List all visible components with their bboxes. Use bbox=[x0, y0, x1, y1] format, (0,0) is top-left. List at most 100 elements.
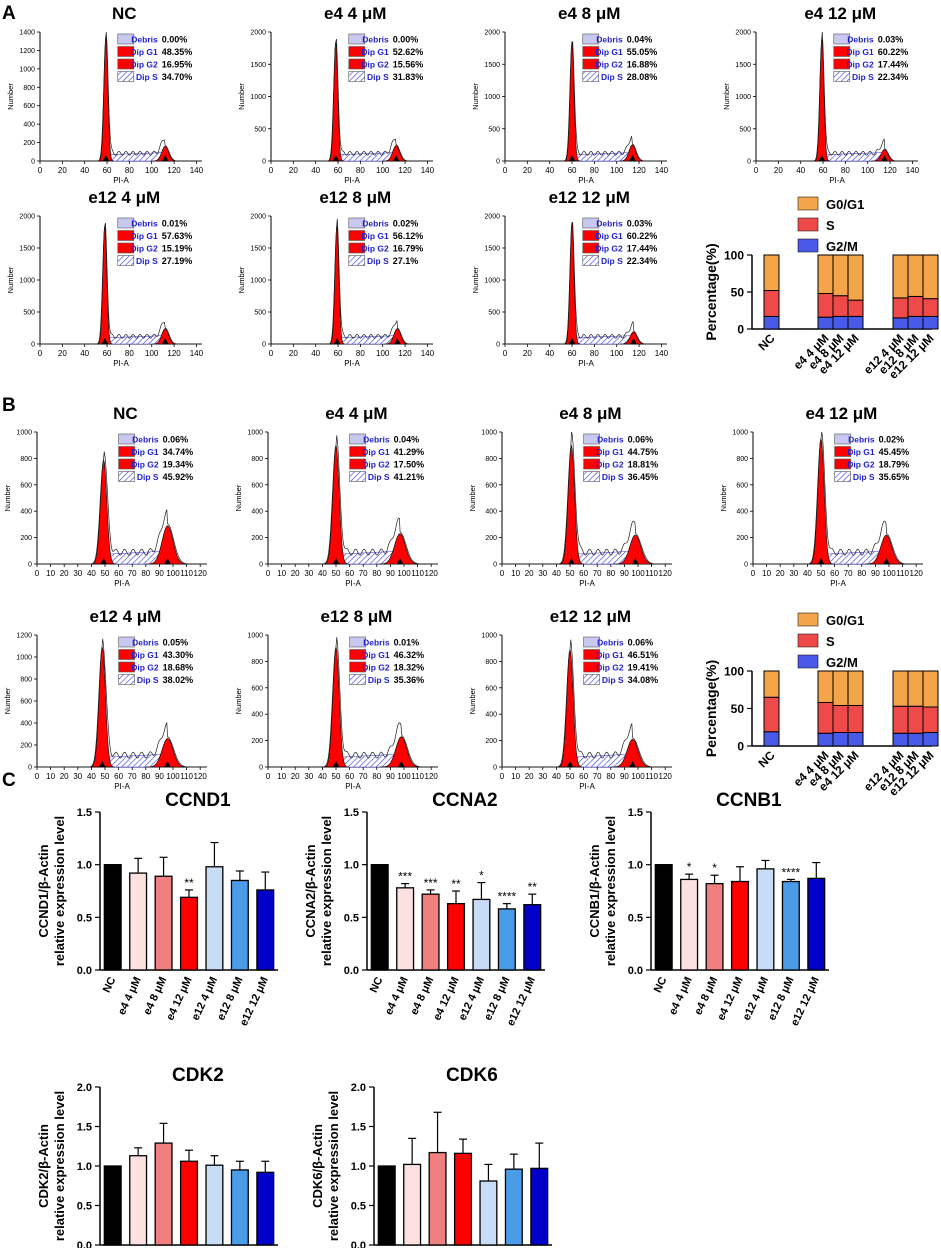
x-tick-label: 90 bbox=[871, 569, 880, 578]
legend-value: 35.36% bbox=[394, 675, 425, 685]
legend-label: Dip S bbox=[853, 472, 875, 482]
stacked-segment-s bbox=[763, 696, 780, 733]
bar bbox=[370, 864, 389, 971]
y-tick-label: 800 bbox=[20, 456, 32, 463]
x-tick-label: 80 bbox=[606, 569, 615, 578]
bar bbox=[730, 880, 750, 971]
x-tick-label: 40 bbox=[311, 349, 320, 358]
bar bbox=[428, 1151, 447, 1246]
legend-label: Dip G2 bbox=[362, 460, 390, 470]
x-tick-label: 100 bbox=[861, 166, 875, 175]
stacked-segment-g0g1 bbox=[832, 254, 849, 297]
legend-label: Dip G1 bbox=[362, 447, 390, 457]
x-tick-label: 30 bbox=[73, 772, 82, 781]
legend-value: 34.08% bbox=[628, 675, 659, 685]
legend-value: 35.65% bbox=[879, 472, 910, 482]
legend-swatch bbox=[583, 661, 600, 673]
histogram-a-0: NC 0 200 400 600 800 1000 1200 1400 0 20 40 60 80 100 1… bbox=[6, 4, 204, 185]
stacked-segment-s bbox=[817, 292, 834, 318]
legend-swatch bbox=[582, 255, 600, 266]
x-tick-label: 70 bbox=[844, 569, 853, 578]
peak-marker bbox=[568, 155, 576, 162]
legend-value: 31.83% bbox=[393, 72, 424, 82]
y-tick-label: 100 bbox=[724, 249, 744, 263]
legend-label: Dip G2 bbox=[131, 663, 159, 673]
x-tick-label: 70 bbox=[128, 569, 137, 578]
y-tick-label: 200 bbox=[251, 535, 263, 542]
x-tick-label: 10 bbox=[277, 772, 286, 781]
bar-chart-title: CCNA2 bbox=[432, 790, 497, 811]
x-tick-label: 100 bbox=[631, 772, 645, 781]
x-tick-label: 120 bbox=[167, 349, 181, 358]
y-tick-label: 800 bbox=[251, 659, 263, 666]
x-tick-label: 100 bbox=[166, 569, 180, 578]
y-tick-label: 0 bbox=[737, 323, 744, 337]
stacked-segment-g2m bbox=[922, 315, 939, 330]
raw-data-outline bbox=[271, 218, 433, 345]
x-axis-label: PI-A bbox=[829, 176, 845, 185]
x-tick-label: 100 bbox=[145, 166, 159, 175]
legend-value: 17.50% bbox=[394, 460, 425, 470]
x-tick-label: NC bbox=[368, 975, 386, 995]
x-tick-label: 40 bbox=[803, 569, 812, 578]
y-tick-label: 0 bbox=[31, 159, 35, 166]
raw-data-outline bbox=[753, 431, 923, 565]
peak-marker bbox=[393, 338, 401, 345]
legend-swatch bbox=[349, 661, 366, 673]
x-tick-label: 100 bbox=[376, 349, 390, 358]
y-axis-label-line2: relative expression level bbox=[319, 816, 334, 966]
x-tick-label: 80 bbox=[356, 349, 365, 358]
y-tick-label: 0.5 bbox=[628, 912, 643, 924]
legend-label: Dip S bbox=[367, 72, 389, 82]
bar bbox=[705, 882, 724, 971]
panel-label-c: C bbox=[2, 770, 16, 791]
y-tick-label: 1.5 bbox=[344, 807, 359, 819]
x-tick-label: 120 bbox=[167, 166, 181, 175]
x-axis-label: PI-A bbox=[114, 579, 130, 588]
bar bbox=[377, 1165, 396, 1246]
histogram-title: e12 12 μM bbox=[550, 607, 631, 626]
x-tick-label: 30 bbox=[304, 772, 313, 781]
x-tick-label: 20 bbox=[289, 166, 298, 175]
legend-swatch bbox=[583, 458, 600, 470]
legend-swatch bbox=[117, 255, 135, 266]
x-tick-label: 110 bbox=[180, 569, 193, 578]
legend-value: 0.00% bbox=[393, 35, 419, 45]
histogram-a-1: e4 4 μM 0 500 1000 1500 2000 0 20 40 60 80 100 120 14… bbox=[237, 4, 435, 185]
raw-data-outline bbox=[505, 221, 667, 345]
legend-value: 56.12% bbox=[393, 231, 424, 241]
x-tick-label: 80 bbox=[141, 772, 150, 781]
bar-chart-title: CCNB1 bbox=[716, 790, 782, 811]
legend-swatch bbox=[349, 458, 366, 470]
legend-value: 48.35% bbox=[162, 47, 193, 57]
x-tick-label: NC bbox=[755, 748, 777, 770]
y-tick-label: 500 bbox=[254, 126, 266, 133]
y-tick-label: 500 bbox=[488, 310, 500, 317]
x-tick-label: 110 bbox=[411, 772, 424, 781]
y-axis-label: Number bbox=[3, 484, 12, 511]
legend-label: Debris bbox=[597, 435, 624, 445]
dip-s-region bbox=[102, 335, 167, 345]
legend-label: Dip S bbox=[137, 675, 159, 685]
y-tick-label: 1000 bbox=[732, 430, 748, 437]
legend-swatch bbox=[349, 649, 366, 660]
significance-marker: **** bbox=[782, 865, 801, 879]
peak-marker bbox=[817, 558, 825, 565]
legend-swatch bbox=[118, 674, 135, 685]
raw-data-outline bbox=[268, 637, 438, 768]
y-tick-label: 1.0 bbox=[344, 860, 359, 872]
peak-marker bbox=[98, 761, 106, 768]
y-tick-label: 800 bbox=[251, 456, 263, 463]
histogram-title: e4 12 μM bbox=[804, 4, 876, 23]
x-tick-label: 20 bbox=[776, 569, 785, 578]
y-tick-label: 1000 bbox=[484, 278, 500, 285]
dip-g2-peak bbox=[145, 738, 190, 768]
x-axis-label: PI-A bbox=[345, 782, 361, 791]
y-tick-label: 200 bbox=[23, 140, 35, 147]
y-tick-label: 0.0 bbox=[77, 1240, 92, 1248]
y-tick-label: 500 bbox=[23, 310, 35, 317]
x-tick-label: 40 bbox=[545, 166, 554, 175]
y-tick-label: 400 bbox=[23, 122, 35, 129]
legend-value: 16.79% bbox=[393, 244, 424, 254]
